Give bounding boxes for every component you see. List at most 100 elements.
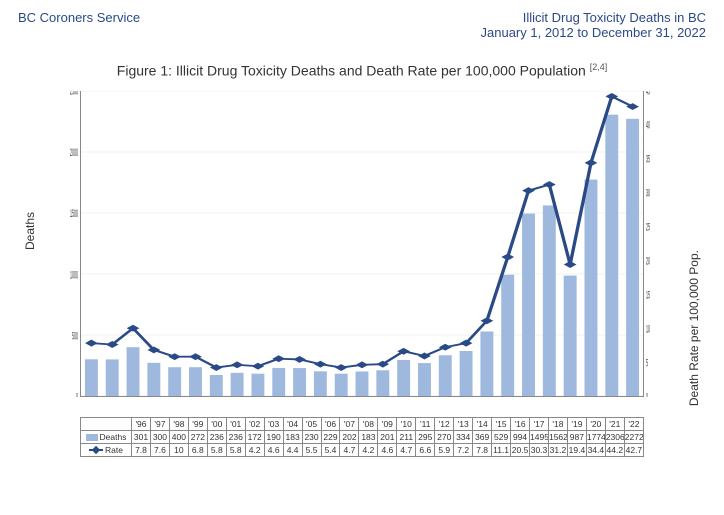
table-cell: '16: [511, 417, 530, 430]
table-label: Deaths: [81, 430, 132, 443]
table-cell: 295: [416, 430, 435, 443]
table-cell: 300: [150, 430, 169, 443]
table-cell: '08: [359, 417, 378, 430]
table-cell: 4.2: [359, 443, 378, 456]
table-cell: '10: [397, 417, 416, 430]
table-cell: 4.6: [378, 443, 397, 456]
table-cell: '97: [150, 417, 169, 430]
table-cell: 529: [492, 430, 511, 443]
svg-text:30: 30: [646, 187, 650, 199]
table-cell: '22: [624, 417, 643, 430]
table-cell: 19.4: [567, 443, 586, 456]
table-cell: 272: [188, 430, 207, 443]
table-cell: 201: [378, 430, 397, 443]
table-cell: 4.7: [340, 443, 359, 456]
report-page: BC Coroners Service Illicit Drug Toxicit…: [0, 0, 724, 515]
table-cell: '05: [302, 417, 321, 430]
table-cell: 1495: [530, 430, 549, 443]
table-cell: 229: [321, 430, 340, 443]
table-cell: 183: [359, 430, 378, 443]
table-cell: 236: [207, 430, 226, 443]
svg-text:5: 5: [646, 357, 648, 369]
table-cell: 5.8: [207, 443, 226, 456]
svg-text:25: 25: [646, 221, 650, 233]
table-cell: 7.2: [454, 443, 473, 456]
table-cell: '96: [132, 417, 151, 430]
y-right-ticks: 051015202530354045: [644, 91, 668, 397]
table-cell: '11: [416, 417, 435, 430]
combo-chart: Deaths Death Rate per 100,000 Pop. 05001…: [28, 85, 696, 415]
table-cell: 400: [169, 430, 188, 443]
table-cell: 369: [473, 430, 492, 443]
table-cell: 202: [340, 430, 359, 443]
y-left-ticks: 05001000150020002500: [46, 91, 80, 397]
table-cell: '06: [321, 417, 340, 430]
table-label: [81, 417, 132, 430]
table-cell: 30.3: [530, 443, 549, 456]
table-cell: 4.2: [245, 443, 264, 456]
table-cell: 2272: [624, 430, 643, 443]
table-cell: 172: [245, 430, 264, 443]
svg-text:10: 10: [646, 323, 650, 335]
table-cell: '02: [245, 417, 264, 430]
org-name: BC Coroners Service: [18, 10, 140, 25]
table-cell: 6.8: [188, 443, 207, 456]
table-cell: 211: [397, 430, 416, 443]
table-cell: '15: [492, 417, 511, 430]
table-cell: 5.4: [321, 443, 340, 456]
table-cell: 987: [567, 430, 586, 443]
figure-title-text: Figure 1: Illicit Drug Toxicity Deaths a…: [117, 63, 586, 79]
svg-text:1500: 1500: [70, 207, 78, 219]
table-cell: 1774: [586, 430, 605, 443]
table-cell: 6.6: [416, 443, 435, 456]
table-cell: 7.6: [150, 443, 169, 456]
page-header: BC Coroners Service Illicit Drug Toxicit…: [18, 10, 706, 40]
svg-text:45: 45: [646, 91, 650, 97]
table-cell: 7.8: [473, 443, 492, 456]
table-cell: '04: [283, 417, 302, 430]
svg-text:35: 35: [646, 153, 650, 165]
table-cell: 301: [132, 430, 151, 443]
svg-text:1000: 1000: [70, 269, 78, 281]
table-cell: 34.4: [586, 443, 605, 456]
figure-title-footnote: [2,4]: [590, 62, 608, 72]
table-cell: '21: [605, 417, 624, 430]
table-cell: '03: [264, 417, 283, 430]
report-title-line1: Illicit Drug Toxicity Deaths in BC: [481, 10, 706, 25]
table-cell: 190: [264, 430, 283, 443]
table-cell: '19: [567, 417, 586, 430]
report-title-line2: January 1, 2012 to December 31, 2022: [481, 25, 706, 40]
table-cell: '99: [188, 417, 207, 430]
table-cell: 5.9: [435, 443, 454, 456]
table-cell: '98: [169, 417, 188, 430]
data-table: '96'97'98'99'00'01'02'03'04'05'06'07'08'…: [80, 417, 644, 457]
table-cell: 5.8: [226, 443, 245, 456]
table-cell: 20.5: [511, 443, 530, 456]
table-cell: 994: [511, 430, 530, 443]
table-label: Rate: [81, 443, 132, 456]
table-cell: 270: [435, 430, 454, 443]
table-cell: 11.1: [492, 443, 511, 456]
table-cell: '01: [226, 417, 245, 430]
table-cell: '14: [473, 417, 492, 430]
chart-svg: [81, 91, 643, 396]
table-cell: 4.4: [283, 443, 302, 456]
svg-text:2500: 2500: [70, 91, 78, 97]
figure-title: Figure 1: Illicit Drug Toxicity Deaths a…: [18, 62, 706, 79]
table-cell: 44.2: [605, 443, 624, 456]
svg-text:15: 15: [646, 289, 650, 301]
table-cell: '20: [586, 417, 605, 430]
table-cell: 2306: [605, 430, 624, 443]
svg-text:40: 40: [646, 119, 650, 131]
svg-text:500: 500: [72, 330, 78, 342]
svg-text:0: 0: [76, 391, 78, 397]
table-cell: 7.8: [132, 443, 151, 456]
table-cell: 4.6: [264, 443, 283, 456]
table-cell: 10: [169, 443, 188, 456]
table-cell: 4.7: [397, 443, 416, 456]
table-cell: 1562: [548, 430, 567, 443]
table-cell: 42.7: [624, 443, 643, 456]
table-cell: 5.5: [302, 443, 321, 456]
table-cell: '17: [530, 417, 549, 430]
table-cell: '00: [207, 417, 226, 430]
